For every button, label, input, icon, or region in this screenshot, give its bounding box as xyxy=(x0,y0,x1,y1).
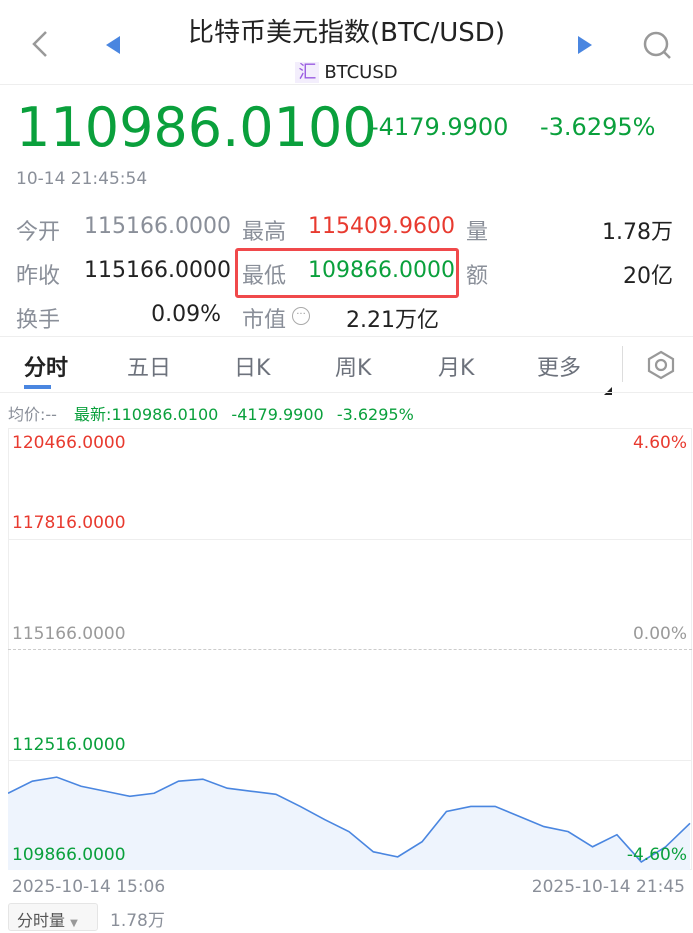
low-value: 109866.0000 xyxy=(308,258,455,283)
intraday-chart[interactable] xyxy=(8,428,692,870)
high-value: 115409.9600 xyxy=(308,214,455,239)
low-label: 最低 xyxy=(242,264,287,289)
latest-change-pct: -3.6295% xyxy=(336,405,414,424)
divider xyxy=(622,346,623,382)
latest-price: 最新:110986.0100 xyxy=(74,405,219,424)
turnover-label: 换手 xyxy=(16,308,61,333)
y-tick-label: 112516.0000 xyxy=(12,735,126,755)
divider xyxy=(0,392,693,393)
symbol: BTCUSD xyxy=(324,62,398,83)
amount-value: 20亿 xyxy=(623,264,673,289)
y-tick-label: 109866.0000 xyxy=(12,845,126,865)
info-dots-icon[interactable]: ··· xyxy=(292,307,310,325)
price-area xyxy=(8,777,690,870)
info-line: 均价:-- 最新:110986.0100 -4179.9900 -3.6295% xyxy=(8,401,414,425)
avg-price: 均价:-- xyxy=(8,405,57,424)
volume-selector-label: 分时量 xyxy=(17,911,66,930)
price-change: -4179.9900 xyxy=(370,113,509,141)
y-pct-label: 4.60% xyxy=(632,433,687,453)
y-tick-label: 117816.0000 xyxy=(12,513,126,533)
x-start-label: 2025-10-14 15:06 xyxy=(12,877,166,897)
divider xyxy=(0,84,693,85)
tab-five-day[interactable]: 五日 xyxy=(127,356,172,381)
next-triangle-icon[interactable] xyxy=(578,36,592,58)
open-label: 今开 xyxy=(16,220,61,245)
page-title: 比特币美元指数(BTC/USD) xyxy=(188,18,505,48)
symbol-row: 汇 BTCUSD xyxy=(0,58,693,84)
tab-month-k[interactable]: 月K xyxy=(438,356,475,381)
price-line xyxy=(8,776,691,863)
gridline xyxy=(8,539,692,540)
y-tick-label: 120466.0000 xyxy=(12,433,126,453)
search-icon[interactable] xyxy=(642,30,672,64)
latest-change: -4179.9900 xyxy=(231,405,324,424)
last-price: 110986.0100 xyxy=(16,96,377,159)
dropdown-corner-icon xyxy=(604,380,612,399)
tab-week-k[interactable]: 周K xyxy=(335,356,372,381)
gridline-baseline xyxy=(8,649,692,650)
high-label: 最高 xyxy=(242,220,287,245)
volume-selector[interactable]: 分时量 ▼ xyxy=(8,903,98,931)
y-pct-label: -4.60% xyxy=(626,845,687,865)
mcap-value: 2.21万亿 xyxy=(346,308,439,333)
turnover-value: 0.09% xyxy=(151,302,221,327)
active-tab-indicator xyxy=(24,385,51,389)
prev-close-label: 昨收 xyxy=(16,264,61,289)
prev-close-value: 115166.0000 xyxy=(84,258,231,283)
open-value: 115166.0000 xyxy=(84,214,231,239)
x-end-label: 2025-10-14 21:45 xyxy=(531,877,685,897)
settings-hexagon-icon[interactable] xyxy=(646,350,676,384)
back-icon[interactable] xyxy=(28,28,52,60)
y-pct-label: 0.00% xyxy=(632,624,687,644)
volume-value: 1.78万 xyxy=(110,911,165,931)
amount-label: 额 xyxy=(466,264,489,289)
volume-value: 1.78万 xyxy=(602,220,673,245)
tab-more[interactable]: 更多 xyxy=(537,356,582,381)
exchange-badge: 汇 xyxy=(295,62,320,83)
y-tick-label: 115166.0000 xyxy=(12,624,126,644)
divider xyxy=(0,336,693,337)
tab-day-k[interactable]: 日K xyxy=(234,356,271,381)
tab-intraday[interactable]: 分时 xyxy=(24,356,69,381)
prev-triangle-icon[interactable] xyxy=(106,36,120,58)
volume-label: 量 xyxy=(466,220,489,245)
low-highlight-box xyxy=(235,248,459,298)
mcap-label: 市值 xyxy=(242,308,287,333)
quote-time: 10-14 21:45:54 xyxy=(16,169,148,189)
gridline xyxy=(8,760,692,761)
price-change-pct: -3.6295% xyxy=(540,113,656,141)
caret-down-icon: ▼ xyxy=(70,918,78,929)
